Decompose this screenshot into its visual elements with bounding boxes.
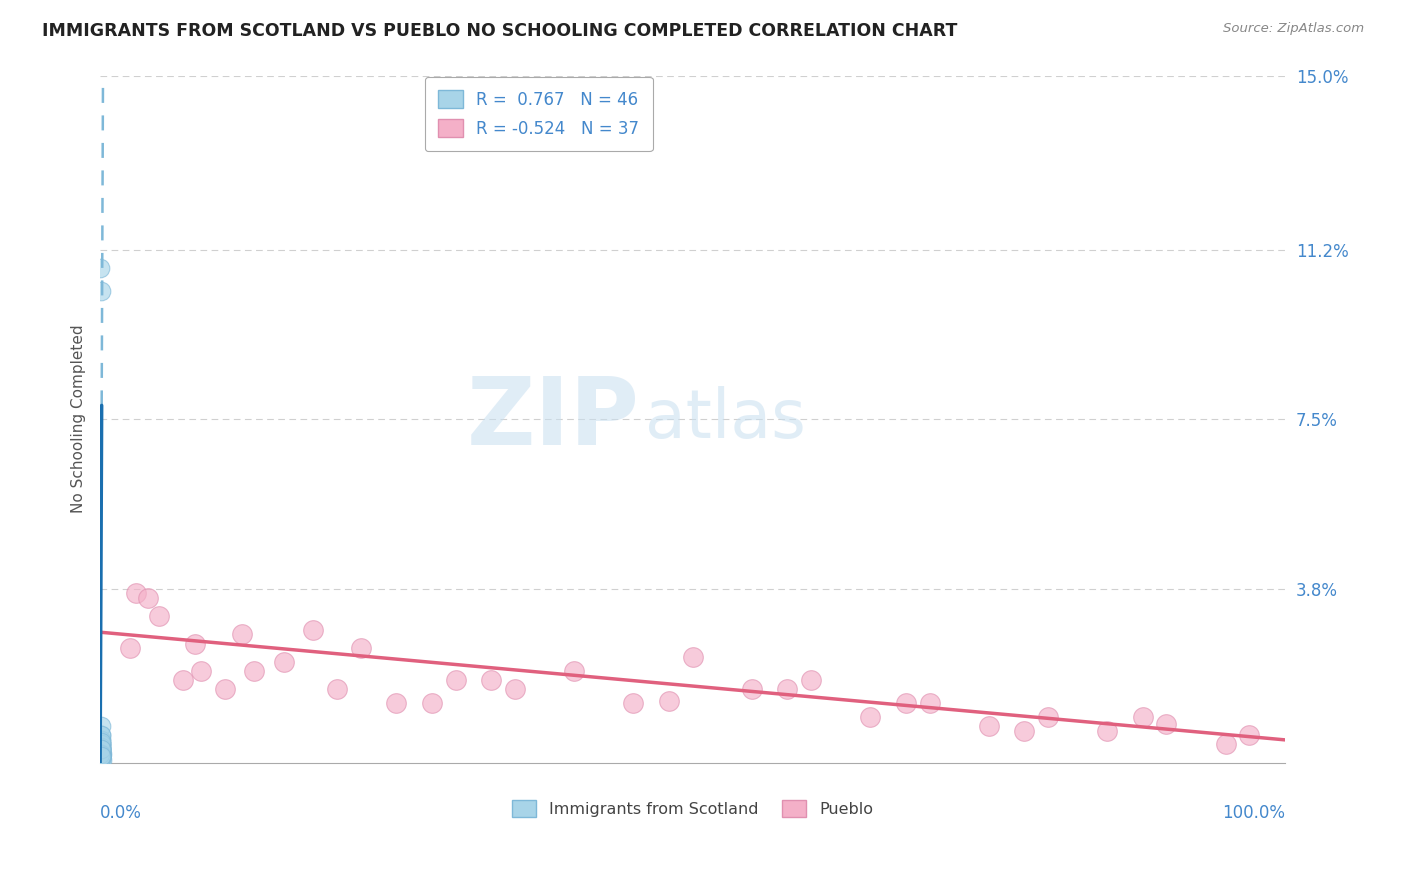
Point — [214, 682, 236, 697]
Text: ZIP: ZIP — [467, 373, 640, 465]
Point — [894, 696, 917, 710]
Point — [90, 739, 112, 754]
Point — [90, 742, 112, 756]
Point — [90, 747, 112, 761]
Point — [148, 609, 170, 624]
Point — [90, 747, 112, 761]
Point — [90, 732, 112, 747]
Point — [90, 747, 112, 761]
Point — [184, 637, 207, 651]
Point — [90, 747, 112, 761]
Point — [90, 738, 112, 752]
Point — [90, 742, 112, 756]
Point — [90, 754, 112, 768]
Point — [479, 673, 502, 688]
Point — [190, 664, 212, 678]
Point — [977, 719, 1000, 733]
Point — [444, 673, 467, 688]
Point — [859, 710, 882, 724]
Point — [118, 641, 141, 656]
Point — [562, 664, 585, 678]
Point — [90, 748, 112, 763]
Point — [90, 748, 112, 763]
Point — [90, 738, 112, 752]
Point — [621, 696, 644, 710]
Point — [741, 682, 763, 697]
Point — [90, 751, 112, 765]
Point — [90, 747, 112, 761]
Text: 100.0%: 100.0% — [1222, 804, 1285, 822]
Point — [89, 747, 111, 761]
Point — [302, 623, 325, 637]
Point — [1132, 710, 1154, 724]
Point — [90, 748, 112, 763]
Legend: Immigrants from Scotland, Pueblo: Immigrants from Scotland, Pueblo — [506, 793, 879, 823]
Point — [90, 751, 112, 765]
Point — [273, 655, 295, 669]
Point — [90, 742, 112, 756]
Text: Source: ZipAtlas.com: Source: ZipAtlas.com — [1223, 22, 1364, 36]
Text: IMMIGRANTS FROM SCOTLAND VS PUEBLO NO SCHOOLING COMPLETED CORRELATION CHART: IMMIGRANTS FROM SCOTLAND VS PUEBLO NO SC… — [42, 22, 957, 40]
Point — [90, 748, 112, 763]
Point — [90, 738, 112, 752]
Text: atlas: atlas — [645, 386, 806, 452]
Point — [90, 742, 112, 756]
Point — [90, 742, 112, 756]
Point — [90, 748, 112, 763]
Point — [90, 751, 112, 765]
Point — [1097, 723, 1119, 738]
Point — [658, 694, 681, 708]
Point — [90, 742, 112, 756]
Point — [90, 747, 112, 761]
Point — [90, 735, 112, 749]
Point — [90, 754, 112, 768]
Point — [90, 750, 112, 764]
Point — [350, 641, 373, 656]
Point — [1036, 710, 1059, 724]
Point — [136, 591, 159, 605]
Point — [90, 748, 112, 763]
Point — [124, 586, 146, 600]
Point — [682, 650, 704, 665]
Point — [172, 673, 194, 688]
Point — [231, 627, 253, 641]
Point — [90, 728, 112, 742]
Point — [385, 696, 408, 710]
Point — [89, 744, 111, 758]
Y-axis label: No Schooling Completed: No Schooling Completed — [72, 325, 86, 514]
Point — [90, 732, 112, 747]
Point — [1014, 723, 1036, 738]
Point — [90, 752, 112, 766]
Point — [90, 739, 112, 754]
Point — [90, 719, 112, 733]
Point — [90, 742, 112, 756]
Point — [89, 260, 111, 275]
Point — [90, 738, 112, 752]
Point — [326, 682, 349, 697]
Point — [503, 682, 526, 697]
Point — [90, 728, 112, 742]
Point — [776, 682, 799, 697]
Point — [90, 751, 112, 765]
Point — [918, 696, 941, 710]
Point — [420, 696, 443, 710]
Point — [800, 673, 823, 688]
Point — [1215, 738, 1237, 752]
Text: 0.0%: 0.0% — [100, 804, 142, 822]
Point — [90, 747, 112, 761]
Point — [1156, 716, 1178, 731]
Point — [243, 664, 266, 678]
Point — [90, 750, 112, 764]
Point — [90, 284, 112, 298]
Point — [90, 744, 112, 758]
Point — [1239, 728, 1261, 742]
